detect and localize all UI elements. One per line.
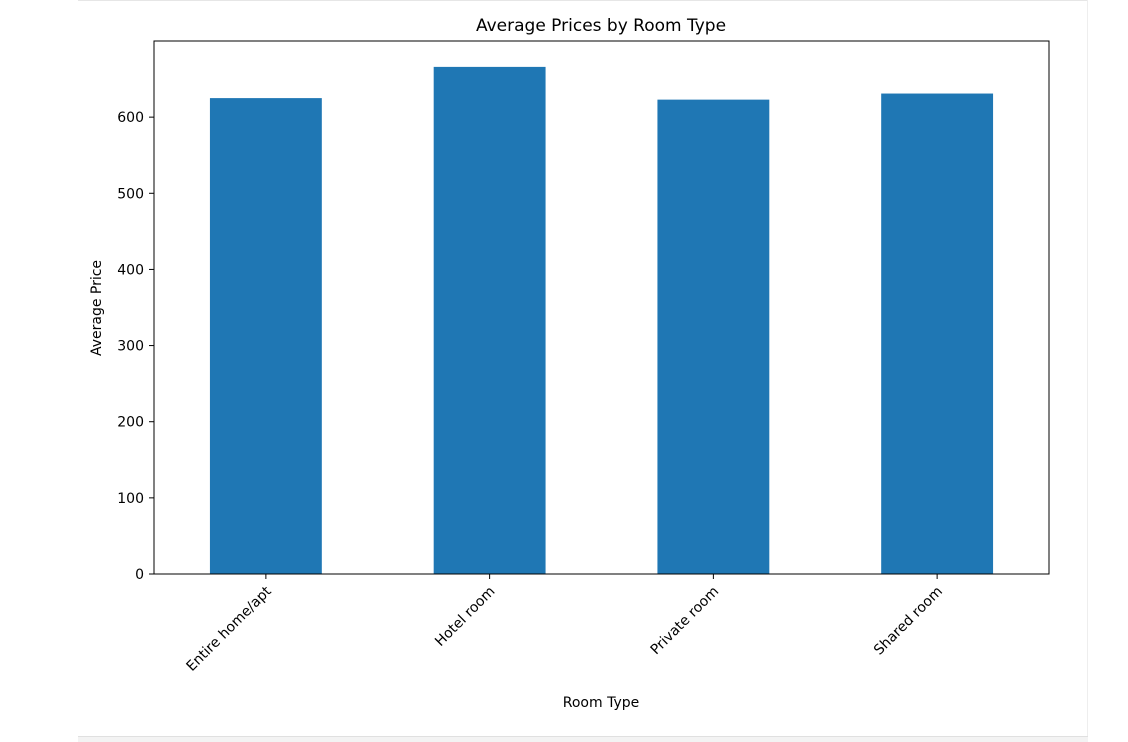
y-tick-label: 200: [117, 415, 144, 431]
bar-private-room: [657, 99, 770, 574]
top-divider: [78, 0, 1088, 1]
x-axis: Entire home/apt Hotel room Private room Sha…: [183, 574, 946, 675]
bar-shared-room: [881, 93, 994, 574]
plot-frame: [153, 40, 1050, 575]
right-divider: [1087, 0, 1088, 741]
y-axis: 0 100 200 300 400 500 600: [117, 110, 154, 583]
x-tick-label: Shared room: [871, 584, 946, 659]
y-tick-label: 100: [117, 491, 144, 507]
y-tick-label: 600: [117, 110, 144, 126]
chart-title: Average Prices by Room Type: [476, 16, 726, 36]
bar-hotel-room: [433, 66, 546, 574]
bars-group: [209, 66, 994, 574]
bar-entire-home-apt: [209, 98, 322, 574]
x-axis-label: Room Type: [563, 695, 639, 711]
y-axis-label: Average Price: [89, 260, 105, 356]
x-tick-label: Private room: [648, 584, 723, 659]
y-tick-label: 300: [117, 339, 144, 355]
bottom-divider: [78, 736, 1088, 742]
y-tick-label: 400: [117, 262, 144, 278]
x-tick-label: Hotel room: [432, 584, 498, 650]
y-tick-label: 500: [117, 186, 144, 202]
x-tick-label: Entire home/apt: [183, 583, 275, 675]
y-tick-label: 0: [135, 567, 144, 583]
